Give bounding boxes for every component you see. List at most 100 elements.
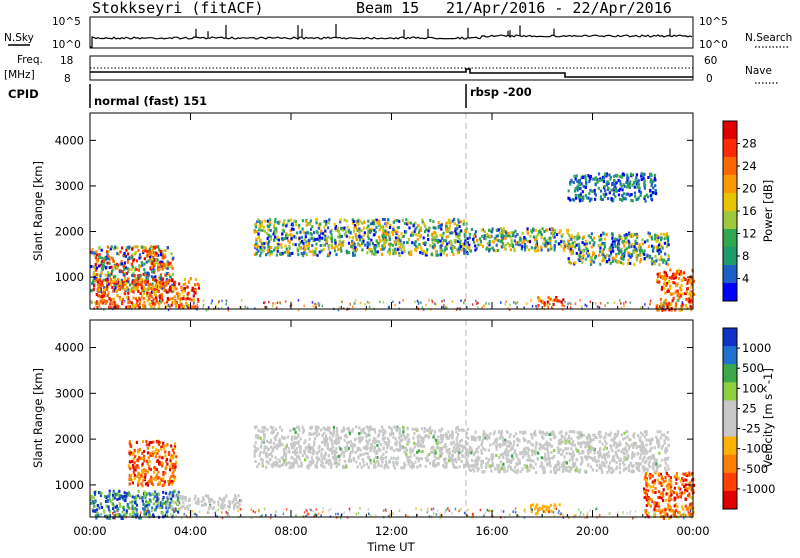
- echo-cell: [316, 462, 318, 465]
- echo-cell: [586, 197, 588, 200]
- echo-cell: [489, 235, 491, 238]
- echo-cell: [627, 184, 629, 187]
- echo-cell: [641, 178, 643, 181]
- echo-cell: [119, 270, 121, 273]
- echo-cell: [660, 250, 662, 253]
- echo-cell: [582, 236, 584, 239]
- cpid-mode-2: rbsp -200: [470, 85, 532, 99]
- echo-cell: [447, 437, 449, 440]
- echo-cell: [572, 245, 574, 248]
- echo-cell: [132, 297, 134, 300]
- echo-cell: [116, 494, 118, 497]
- echo-cell: [406, 241, 408, 244]
- echo-cell: [621, 198, 623, 201]
- echo-cell: [622, 262, 624, 265]
- freq-panel: [90, 56, 693, 80]
- echo-cell: [549, 242, 551, 245]
- echo-cell: [608, 173, 610, 176]
- echo-cell: [644, 241, 646, 244]
- echo-cell: [641, 249, 643, 252]
- echo-cell: [370, 443, 372, 446]
- echo-cell: [561, 304, 563, 307]
- echo-cell: [442, 242, 444, 245]
- echo-cell: [523, 240, 525, 243]
- echo-cell: [129, 283, 131, 286]
- echo-cell: [621, 237, 623, 240]
- echo-cell: [593, 243, 595, 246]
- echo-cell: [302, 242, 304, 245]
- echo-cell: [495, 249, 497, 252]
- colorbar-blocks: [723, 121, 737, 302]
- echo-cell: [167, 246, 169, 249]
- echo-cell: [624, 237, 626, 240]
- echo-cell: [370, 239, 372, 242]
- echo-cell: [633, 455, 635, 458]
- echo-cell: [172, 466, 174, 469]
- echo-cell: [350, 245, 352, 248]
- echo-cell: [392, 249, 394, 252]
- echo-cell: [343, 427, 345, 430]
- echo-cell: [579, 183, 581, 186]
- echo-cell: [610, 251, 612, 254]
- echo-cell: [125, 282, 127, 285]
- echo-cell: [295, 223, 297, 226]
- echo-cell: [367, 242, 369, 245]
- echo-cell: [556, 233, 558, 236]
- echo-cell: [665, 260, 667, 263]
- echo-cell: [183, 497, 185, 500]
- echo-cell: [629, 186, 631, 189]
- echo-cell: [658, 252, 660, 255]
- echo-cell: [295, 451, 297, 454]
- echo-cell: [154, 304, 156, 307]
- echo-cell: [585, 181, 587, 184]
- echo-cell: [374, 428, 376, 431]
- echo-cell: [456, 442, 458, 445]
- echo-cell: [423, 430, 425, 433]
- echo-cell: [385, 451, 387, 454]
- echo-cell: [603, 232, 605, 235]
- echo-cell: [453, 446, 455, 449]
- echo-cell: [390, 457, 392, 460]
- echo-cell: [425, 228, 427, 231]
- echo-cell: [634, 195, 636, 198]
- echo-cell: [618, 260, 620, 263]
- echo-cell: [687, 287, 689, 290]
- echo-cell: [105, 505, 107, 508]
- echo-cell: [574, 261, 576, 264]
- echo-cell: [285, 300, 287, 303]
- echo-cell: [361, 222, 363, 225]
- echo-cell: [568, 243, 570, 246]
- echo-cell: [197, 303, 199, 306]
- echo-cell: [448, 448, 450, 451]
- echo-cell: [563, 242, 565, 245]
- echo-cell: [157, 501, 159, 504]
- echo-cell: [276, 254, 278, 257]
- echo-cell: [321, 448, 323, 451]
- echo-cell: [91, 289, 93, 292]
- echo-cell: [503, 230, 505, 233]
- echo-cell: [123, 265, 125, 268]
- echo-cell: [151, 306, 153, 309]
- echo-cell: [619, 466, 621, 469]
- echo-cell: [148, 286, 150, 289]
- echo-cell: [164, 472, 166, 475]
- echo-cell: [145, 500, 147, 503]
- echo-cell: [254, 452, 256, 455]
- echo-cell: [651, 447, 653, 450]
- nsky-panel: [90, 17, 693, 48]
- echo-cell: [331, 452, 333, 455]
- echo-cell: [409, 449, 411, 452]
- echo-cell: [371, 252, 373, 255]
- echo-cell: [148, 511, 150, 514]
- echo-cell: [136, 304, 138, 307]
- echo-cell: [330, 439, 332, 442]
- echo-cell: [313, 443, 315, 446]
- echo-cell: [402, 467, 404, 470]
- echo-cell: [379, 449, 381, 452]
- echo-cell: [385, 233, 387, 236]
- echo-cell: [384, 466, 386, 469]
- echo-cell: [469, 233, 471, 236]
- echo-cell: [273, 233, 275, 236]
- echo-cell: [458, 448, 460, 451]
- echo-cell: [155, 296, 157, 299]
